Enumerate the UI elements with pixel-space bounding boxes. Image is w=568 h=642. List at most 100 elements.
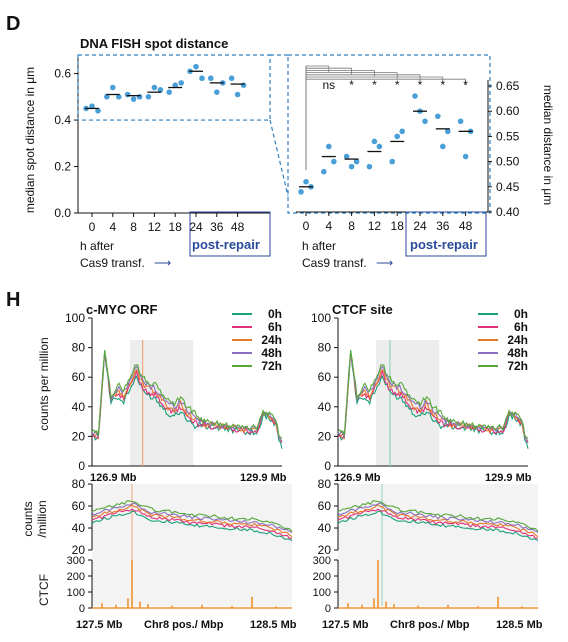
overview-x-tick-label: 4 — [109, 220, 116, 234]
right-zoom-bg — [338, 484, 538, 606]
significance-brackets: ns * * * * * * — [305, 65, 468, 170]
left-legend-label: 0h — [268, 307, 282, 321]
zoom-y-tick-label: 0.55 — [496, 129, 520, 143]
zoom-point — [462, 153, 469, 160]
left-ctcf-y-tick-label: 200 — [67, 571, 85, 583]
right-legend-label: 24h — [507, 333, 528, 347]
left-zoom-line-24h — [91, 503, 293, 538]
overview-point — [124, 91, 131, 98]
zoom-point — [412, 93, 418, 99]
zoom-point — [303, 178, 309, 185]
zoom-x-tick-label: 8 — [348, 219, 355, 233]
sig-label: * — [349, 78, 354, 92]
zoom-point — [389, 158, 396, 165]
overview-point — [240, 82, 247, 89]
zoom-x-tick-label: 36 — [436, 219, 450, 233]
xlabel-bottom-a: Chr8 pos./ Mbp — [144, 619, 224, 631]
left-zoom-y-tick-label: 40 — [72, 521, 86, 535]
right-y-tick-label: 0 — [324, 459, 331, 473]
right-ctcf-y-tick-label: 0 — [325, 603, 331, 615]
right-zoom-y-tick-label: 80 — [318, 477, 332, 491]
right-line-72h — [337, 350, 529, 440]
overview-point — [116, 94, 122, 100]
right-ctcf-y-tick-label: 100 — [313, 587, 331, 599]
right-legend-label: 0h — [514, 307, 528, 321]
right-legend-label: 72h — [507, 359, 528, 373]
zoom-x-tick-label: 0 — [303, 219, 310, 233]
left-y-tick-label: 60 — [72, 370, 86, 384]
zoom-y-tick-label: 0.45 — [496, 180, 520, 194]
zoom-point — [348, 163, 355, 170]
left-zoom-line-6h — [91, 508, 293, 539]
left-legend-label: 6h — [268, 320, 282, 334]
overview-y-tick-label: 0.0 — [54, 206, 71, 220]
overview-point — [228, 75, 235, 82]
right-ctcf-y-tick-label: 200 — [313, 571, 331, 583]
overview-x-tick-label: 8 — [130, 220, 137, 234]
left-line-0h — [91, 350, 283, 449]
left-track-title: c-MYC ORF — [86, 302, 158, 317]
zoom-x-tick-label: 24 — [413, 219, 427, 233]
zoom-frame — [287, 54, 491, 214]
overview-axes: 0.00.20.40.60 4 8 12 18 24 36 48 — [54, 55, 270, 234]
overview-point — [172, 82, 178, 89]
zoom-y-tick-label: 0.60 — [496, 104, 520, 118]
right-zoom-line-72h — [338, 500, 539, 532]
zoom-point — [321, 168, 327, 175]
right-zoom-y-tick-label: 20 — [318, 543, 332, 557]
sig-label: * — [395, 78, 400, 92]
xlabel-left-line2: Cas9 transf. — [80, 256, 145, 270]
zoom-point — [366, 163, 373, 170]
zoom-x-tick-label: 4 — [325, 219, 332, 233]
range-top-right-b: 129.9 Mb — [485, 472, 532, 484]
panel-h-label: H — [6, 289, 20, 311]
overview-point — [166, 89, 172, 95]
xlabel-left-line1: h after — [80, 239, 114, 253]
ylabel-ctcf: CTCF — [37, 574, 51, 606]
left-zoom-line-0h — [91, 510, 293, 542]
ylabel-counts-mid-2: /million — [35, 500, 49, 537]
xlabel-bottom-b: Chr8 pos./ Mbp — [390, 619, 470, 631]
xlabel-right-line2: Cas9 transf. — [302, 256, 367, 270]
ylabel-counts-top: counts per million — [37, 337, 51, 430]
left-ctcf-y-tick-label: 300 — [67, 555, 85, 567]
overview-point — [151, 84, 158, 91]
zoom-point — [353, 158, 360, 165]
connector-bottom — [269, 119, 289, 197]
left-zoom-line-48h — [91, 502, 293, 533]
zoom-point — [326, 143, 332, 150]
left-zoom-bg — [92, 484, 292, 606]
zoom-point — [343, 153, 350, 160]
panel-d-title: DNA FISH spot distance — [80, 36, 228, 51]
overview-point — [89, 103, 95, 109]
overview-point — [234, 91, 241, 98]
sig-label: * — [372, 78, 377, 92]
overview-point — [95, 107, 101, 114]
overview-point — [145, 94, 152, 100]
right-zoom-line-48h — [337, 502, 539, 533]
panel-d-label: D — [6, 13, 20, 35]
ylabel-right: median distance in μm — [541, 85, 555, 205]
zoom-point — [399, 128, 406, 135]
zoom-y-tick-label: 0.65 — [496, 79, 520, 93]
overview-point — [104, 94, 110, 100]
right-legend-label: 48h — [507, 346, 528, 360]
zoom-point — [440, 143, 446, 150]
range-bottom-right-b: 128.5 Mb — [496, 619, 543, 631]
range-bottom-left-a: 127.5 Mb — [76, 619, 123, 631]
ylabel-counts-mid-1: counts — [21, 501, 35, 536]
overview-x-tick-label: 48 — [231, 220, 245, 234]
right-y-tick-label: 20 — [318, 429, 332, 443]
sig-label: * — [440, 78, 445, 92]
left-legend-label: 48h — [261, 346, 282, 360]
post-repair-box-left — [189, 211, 271, 257]
overview-x-tick-label: 24 — [189, 220, 203, 234]
right-zoom-line-24h — [337, 503, 539, 538]
zoom-axes: 0.400.450.500.550.600.650 4 8 12 18 24 36 48 — [287, 54, 520, 233]
range-top-right-a: 129.9 Mb — [240, 472, 287, 484]
arrow-left: ⟶ — [154, 256, 171, 270]
zoom-point — [457, 118, 464, 125]
right-y-tick-label: 80 — [318, 341, 332, 355]
right-y-tick-label: 60 — [318, 370, 332, 384]
